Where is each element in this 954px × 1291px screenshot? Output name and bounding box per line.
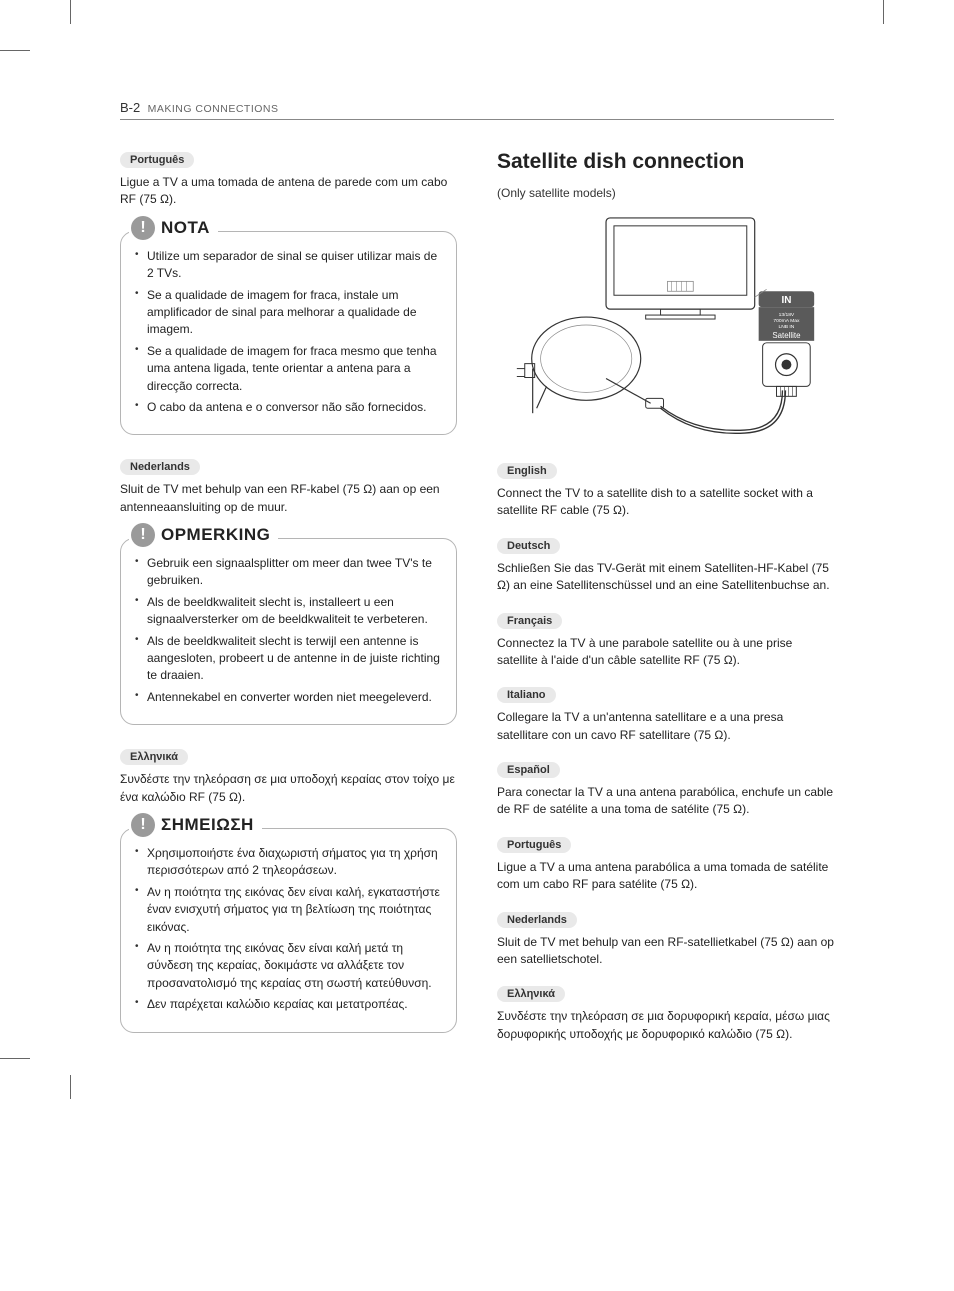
text: Schließen Sie das TV-Gerät mit einem Sat… bbox=[497, 560, 834, 595]
note-item: Gebruik een signaalsplitter om meer dan … bbox=[135, 555, 442, 590]
lang-tag: Français bbox=[497, 613, 562, 629]
block-pt: Português Ligue a TV a uma tomada de ant… bbox=[120, 150, 457, 435]
block-nl: Nederlands Sluit de TV met behulp van ee… bbox=[120, 457, 457, 725]
note-item: Αν η ποιότητα της εικόνας δεν είναι καλή… bbox=[135, 940, 442, 992]
spec1: 13/18V bbox=[779, 312, 795, 318]
note-item: Antennekabel en converter worden niet me… bbox=[135, 689, 442, 706]
note-item: Se a qualidade de imagem for fraca, inst… bbox=[135, 287, 442, 339]
lang-tag-pt: Português bbox=[120, 152, 194, 168]
text: Ligue a TV a uma antena parabólica a uma… bbox=[497, 859, 834, 894]
text-nl: Sluit de TV met behulp van een RF-kabel … bbox=[120, 481, 457, 516]
info-icon: ! bbox=[131, 813, 155, 837]
lang-tag: Português bbox=[497, 837, 571, 853]
note-box-nl: ! OPMERKING Gebruik een signaalsplitter … bbox=[120, 538, 457, 725]
info-icon: ! bbox=[131, 216, 155, 240]
content-columns: Português Ligue a TV a uma tomada de ant… bbox=[120, 150, 834, 1059]
block-pt2: Português Ligue a TV a uma antena parabó… bbox=[497, 835, 834, 894]
subtitle: (Only satellite models) bbox=[497, 186, 834, 200]
sat-label: Satellite bbox=[772, 331, 801, 340]
block-en: English Connect the TV to a satellite di… bbox=[497, 461, 834, 520]
block-de: Deutsch Schließen Sie das TV-Gerät mit e… bbox=[497, 536, 834, 595]
note-item: Αν η ποιότητα της εικόνας δεν είναι καλή… bbox=[135, 884, 442, 936]
text: Para conectar la TV a una antena paraból… bbox=[497, 784, 834, 819]
note-box-el: ! ΣΗΜΕΙΩΣΗ Χρησιμοποιήστε ένα διαχωριστή… bbox=[120, 828, 457, 1033]
block-nl2: Nederlands Sluit de TV met behulp van ee… bbox=[497, 910, 834, 969]
note-list-nl: Gebruik een signaalsplitter om meer dan … bbox=[135, 555, 442, 706]
note-title-el: ΣΗΜΕΙΩΣΗ bbox=[161, 815, 254, 835]
lang-tag: Deutsch bbox=[497, 538, 560, 554]
note-item: O cabo da antena e o conversor não são f… bbox=[135, 399, 442, 416]
note-item: Utilize um separador de sinal se quiser … bbox=[135, 248, 442, 283]
spec2: 700mA Max bbox=[773, 318, 800, 324]
right-column: Satellite dish connection (Only satellit… bbox=[497, 150, 834, 1059]
text: Connectez la TV à une parabole satellite… bbox=[497, 635, 834, 670]
spec3: LNB IN bbox=[778, 324, 794, 330]
lang-tag: Español bbox=[497, 762, 560, 778]
block-el2: Ελληνικά Συνδέστε την τηλεόραση σε μια δ… bbox=[497, 984, 834, 1043]
left-column: Português Ligue a TV a uma tomada de ant… bbox=[120, 150, 457, 1059]
lang-tag-el: Ελληνικά bbox=[120, 749, 188, 765]
text: Connect the TV to a satellite dish to a … bbox=[497, 485, 834, 520]
note-box-pt: ! NOTA Utilize um separador de sinal se … bbox=[120, 231, 457, 436]
section-title: Satellite dish connection bbox=[497, 150, 834, 174]
info-icon: ! bbox=[131, 523, 155, 547]
block-fr: Français Connectez la TV à une parabole … bbox=[497, 611, 834, 670]
lang-tag: English bbox=[497, 463, 557, 479]
note-item: Se a qualidade de imagem for fraca mesmo… bbox=[135, 343, 442, 395]
note-title-nl: OPMERKING bbox=[161, 525, 270, 545]
block-es: Español Para conectar la TV a una antena… bbox=[497, 760, 834, 819]
text-el: Συνδέστε την τηλεόραση σε μια υποδοχή κε… bbox=[120, 771, 457, 806]
section-name: MAKING CONNECTIONS bbox=[148, 103, 279, 115]
text-pt: Ligue a TV a uma tomada de antena de par… bbox=[120, 174, 457, 209]
note-list-el: Χρησιμοποιήστε ένα διαχωριστή σήματος γι… bbox=[135, 845, 442, 1014]
note-item: Χρησιμοποιήστε ένα διαχωριστή σήματος γι… bbox=[135, 845, 442, 880]
text: Συνδέστε την τηλεόραση σε μια δορυφορική… bbox=[497, 1008, 834, 1043]
block-it: Italiano Collegare la TV a un'antenna sa… bbox=[497, 685, 834, 744]
block-el: Ελληνικά Συνδέστε την τηλεόραση σε μια υ… bbox=[120, 747, 457, 1032]
note-item: Als de beeldkwaliteit slecht is, install… bbox=[135, 594, 442, 629]
note-item: Δεν παρέχεται καλώδιο κεραίας και μετατρ… bbox=[135, 996, 442, 1013]
lang-tag: Nederlands bbox=[497, 912, 577, 928]
lang-tag: Ελληνικά bbox=[497, 986, 565, 1002]
text: Collegare la TV a un'antenna satellitare… bbox=[497, 709, 834, 744]
page-header: B-2 MAKING CONNECTIONS bbox=[120, 100, 834, 120]
satellite-diagram: IN 13/18V 700mA Max LNB IN Satellite bbox=[497, 210, 834, 438]
note-list-pt: Utilize um separador de sinal se quiser … bbox=[135, 248, 442, 417]
note-item: Als de beeldkwaliteit slecht is terwijl … bbox=[135, 633, 442, 685]
lang-tag: Italiano bbox=[497, 687, 556, 703]
page-number: B-2 bbox=[120, 100, 140, 115]
note-title-pt: NOTA bbox=[161, 218, 210, 238]
in-label: IN bbox=[781, 295, 791, 306]
text: Sluit de TV met behulp van een RF-satell… bbox=[497, 934, 834, 969]
lang-tag-nl: Nederlands bbox=[120, 459, 200, 475]
